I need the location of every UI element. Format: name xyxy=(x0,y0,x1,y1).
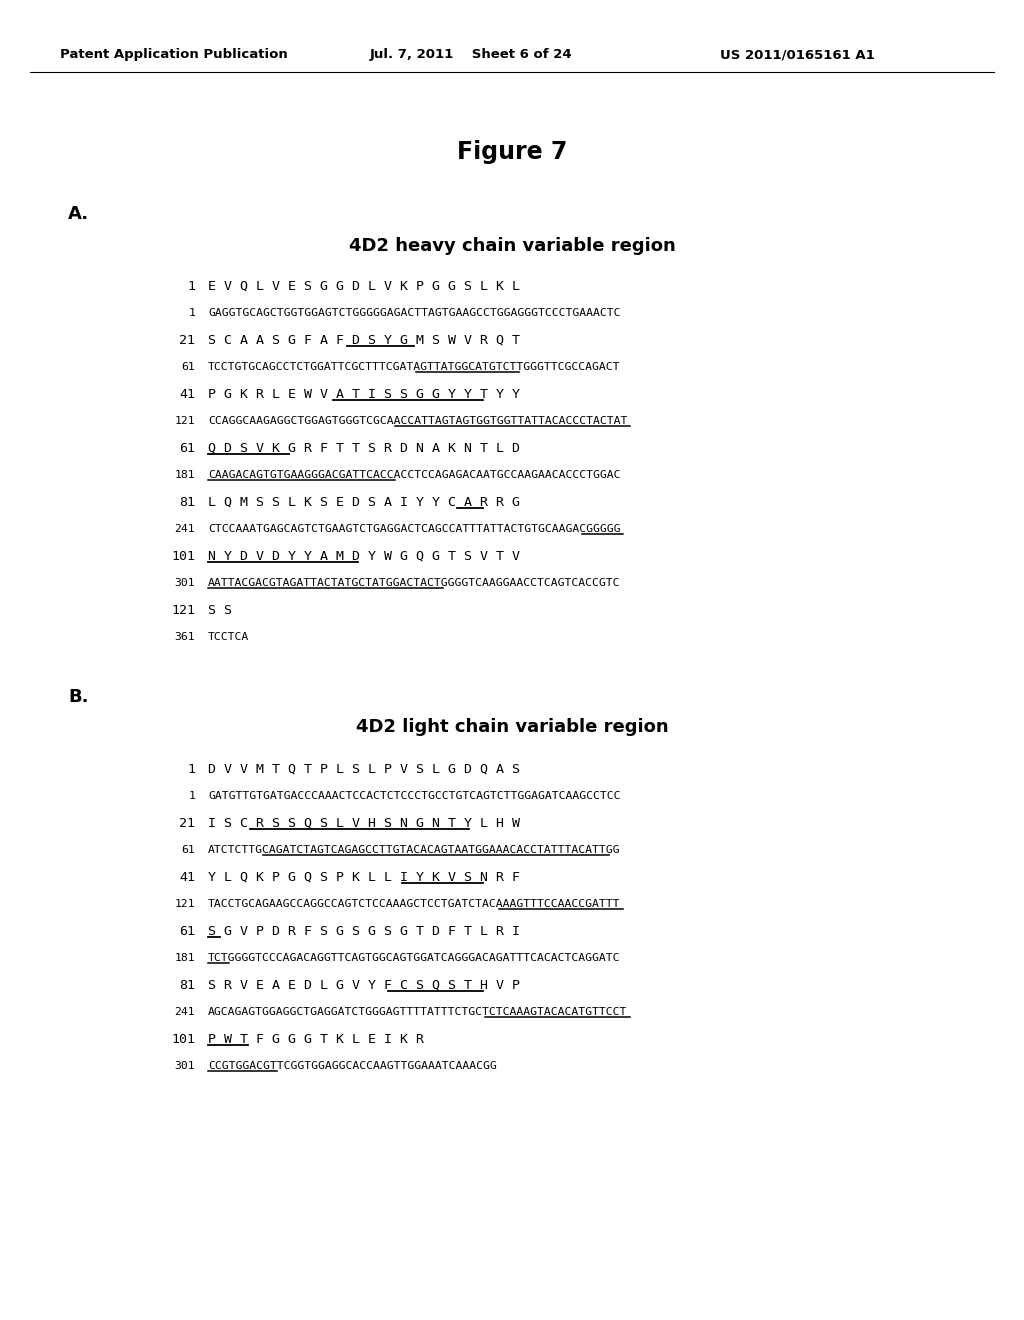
Text: 61: 61 xyxy=(181,845,195,855)
Text: 301: 301 xyxy=(174,578,195,587)
Text: P W T F G G G T K L E I K R: P W T F G G G T K L E I K R xyxy=(208,1034,424,1045)
Text: 101: 101 xyxy=(171,1034,195,1045)
Text: P G K R L E W V A T I S S G G Y Y T Y Y: P G K R L E W V A T I S S G G Y Y T Y Y xyxy=(208,388,520,401)
Text: TCCTCA: TCCTCA xyxy=(208,632,249,642)
Text: 1: 1 xyxy=(187,280,195,293)
Text: 41: 41 xyxy=(179,871,195,884)
Text: 181: 181 xyxy=(174,953,195,964)
Text: A.: A. xyxy=(68,205,89,223)
Text: 61: 61 xyxy=(179,925,195,939)
Text: 81: 81 xyxy=(179,496,195,510)
Text: Q D S V K G R F T T S R D N A K N T L D: Q D S V K G R F T T S R D N A K N T L D xyxy=(208,442,520,455)
Text: B.: B. xyxy=(68,688,88,706)
Text: I S C R S S Q S L V H S N G N T Y L H W: I S C R S S Q S L V H S N G N T Y L H W xyxy=(208,817,520,830)
Text: ATCTCTTGCAGATCTAGTCAGAGCCTTGTACACAGTAATGGAAACACCTATTTACATTGG: ATCTCTTGCAGATCTAGTCAGAGCCTTGTACACAGTAATG… xyxy=(208,845,621,855)
Text: 301: 301 xyxy=(174,1061,195,1071)
Text: CCGTGGACGTTCGGTGGAGGCACCAAGTTGGAAATCAAACGG: CCGTGGACGTTCGGTGGAGGCACCAAGTTGGAAATCAAAC… xyxy=(208,1061,497,1071)
Text: TACCTGCAGAAGCCAGGCCAGTCTCCAAAGCTCCTGATCTACAAAGTTTCCAACCGATTT: TACCTGCAGAAGCCAGGCCAGTCTCCAAAGCTCCTGATCT… xyxy=(208,899,621,909)
Text: AATTACGACGTAGATTACTATGCTATGGACTACTGGGGTCAAGGAACCTCAGTCACCGTC: AATTACGACGTAGATTACTATGCTATGGACTACTGGGGTC… xyxy=(208,578,621,587)
Text: CCAGGCAAGAGGCTGGAGTGGGTCGCAACCATTAGTAGTGGTGGTTATTACACCCTACTAT: CCAGGCAAGAGGCTGGAGTGGGTCGCAACCATTAGTAGTG… xyxy=(208,416,628,426)
Text: 101: 101 xyxy=(171,550,195,564)
Text: 121: 121 xyxy=(174,899,195,909)
Text: 121: 121 xyxy=(174,416,195,426)
Text: 4D2 heavy chain variable region: 4D2 heavy chain variable region xyxy=(348,238,676,255)
Text: S G V P D R F S G S G S G T D F T L R I: S G V P D R F S G S G S G T D F T L R I xyxy=(208,925,520,939)
Text: 41: 41 xyxy=(179,388,195,401)
Text: 241: 241 xyxy=(174,1007,195,1016)
Text: Patent Application Publication: Patent Application Publication xyxy=(60,48,288,61)
Text: 1: 1 xyxy=(188,791,195,801)
Text: TCCTGTGCAGCCTCTGGATTCGCTTTCGATAGTTATGGCATGTCTTGGGTTCGCCAGACT: TCCTGTGCAGCCTCTGGATTCGCTTTCGATAGTTATGGCA… xyxy=(208,362,621,372)
Text: 361: 361 xyxy=(174,632,195,642)
Text: GAGGTGCAGCTGGTGGAGTCTGGGGGAGACTTAGTGAAGCCTGGAGGGTCCCTGAAACTC: GAGGTGCAGCTGGTGGAGTCTGGGGGAGACTTAGTGAAGC… xyxy=(208,308,621,318)
Text: S C A A S G F A F D S Y G M S W V R Q T: S C A A S G F A F D S Y G M S W V R Q T xyxy=(208,334,520,347)
Text: CTCCAAATGAGCAGTCTGAAGTCTGAGGACTCAGCCATTTATTACTGTGCAAGACGGGGG: CTCCAAATGAGCAGTCTGAAGTCTGAGGACTCAGCCATTT… xyxy=(208,524,621,535)
Text: CAAGACAGTGTGAAGGGACGATTCACCACCTCCAGAGACAATGCCAAGAACACCCTGGAC: CAAGACAGTGTGAAGGGACGATTCACCACCTCCAGAGACA… xyxy=(208,470,621,480)
Text: TCTGGGGTCCCAGACAGGTTCAGTGGCAGTGGATCAGGGACAGATTTCACACTCAGGATC: TCTGGGGTCCCAGACAGGTTCAGTGGCAGTGGATCAGGGA… xyxy=(208,953,621,964)
Text: 21: 21 xyxy=(179,334,195,347)
Text: D V V M T Q T P L S L P V S L G D Q A S: D V V M T Q T P L S L P V S L G D Q A S xyxy=(208,763,520,776)
Text: 1: 1 xyxy=(188,308,195,318)
Text: 81: 81 xyxy=(179,979,195,993)
Text: 181: 181 xyxy=(174,470,195,480)
Text: S S: S S xyxy=(208,605,232,616)
Text: Figure 7: Figure 7 xyxy=(457,140,567,164)
Text: 61: 61 xyxy=(179,442,195,455)
Text: 61: 61 xyxy=(181,362,195,372)
Text: 21: 21 xyxy=(179,817,195,830)
Text: 4D2 light chain variable region: 4D2 light chain variable region xyxy=(355,718,669,737)
Text: AGCAGAGTGGAGGCTGAGGATCTGGGAGTTTTATTTCTGCTCTCAAAGTACACATGTTCCT: AGCAGAGTGGAGGCTGAGGATCTGGGAGTTTTATTTCTGC… xyxy=(208,1007,628,1016)
Text: 241: 241 xyxy=(174,524,195,535)
Text: GATGTTGTGATGACCCAAACTCCACTCTCCCTGCCTGTCAGTCTTGGAGATCAAGCCTCC: GATGTTGTGATGACCCAAACTCCACTCTCCCTGCCTGTCA… xyxy=(208,791,621,801)
Text: 121: 121 xyxy=(171,605,195,616)
Text: US 2011/0165161 A1: US 2011/0165161 A1 xyxy=(720,48,874,61)
Text: Jul. 7, 2011    Sheet 6 of 24: Jul. 7, 2011 Sheet 6 of 24 xyxy=(370,48,572,61)
Text: N Y D V D Y Y A M D Y W G Q G T S V T V: N Y D V D Y Y A M D Y W G Q G T S V T V xyxy=(208,550,520,564)
Text: E V Q L V E S G G D L V K P G G S L K L: E V Q L V E S G G D L V K P G G S L K L xyxy=(208,280,520,293)
Text: Y L Q K P G Q S P K L L I Y K V S N R F: Y L Q K P G Q S P K L L I Y K V S N R F xyxy=(208,871,520,884)
Text: S R V E A E D L G V Y F C S Q S T H V P: S R V E A E D L G V Y F C S Q S T H V P xyxy=(208,979,520,993)
Text: 1: 1 xyxy=(187,763,195,776)
Text: L Q M S S L K S E D S A I Y Y C A R R G: L Q M S S L K S E D S A I Y Y C A R R G xyxy=(208,496,520,510)
